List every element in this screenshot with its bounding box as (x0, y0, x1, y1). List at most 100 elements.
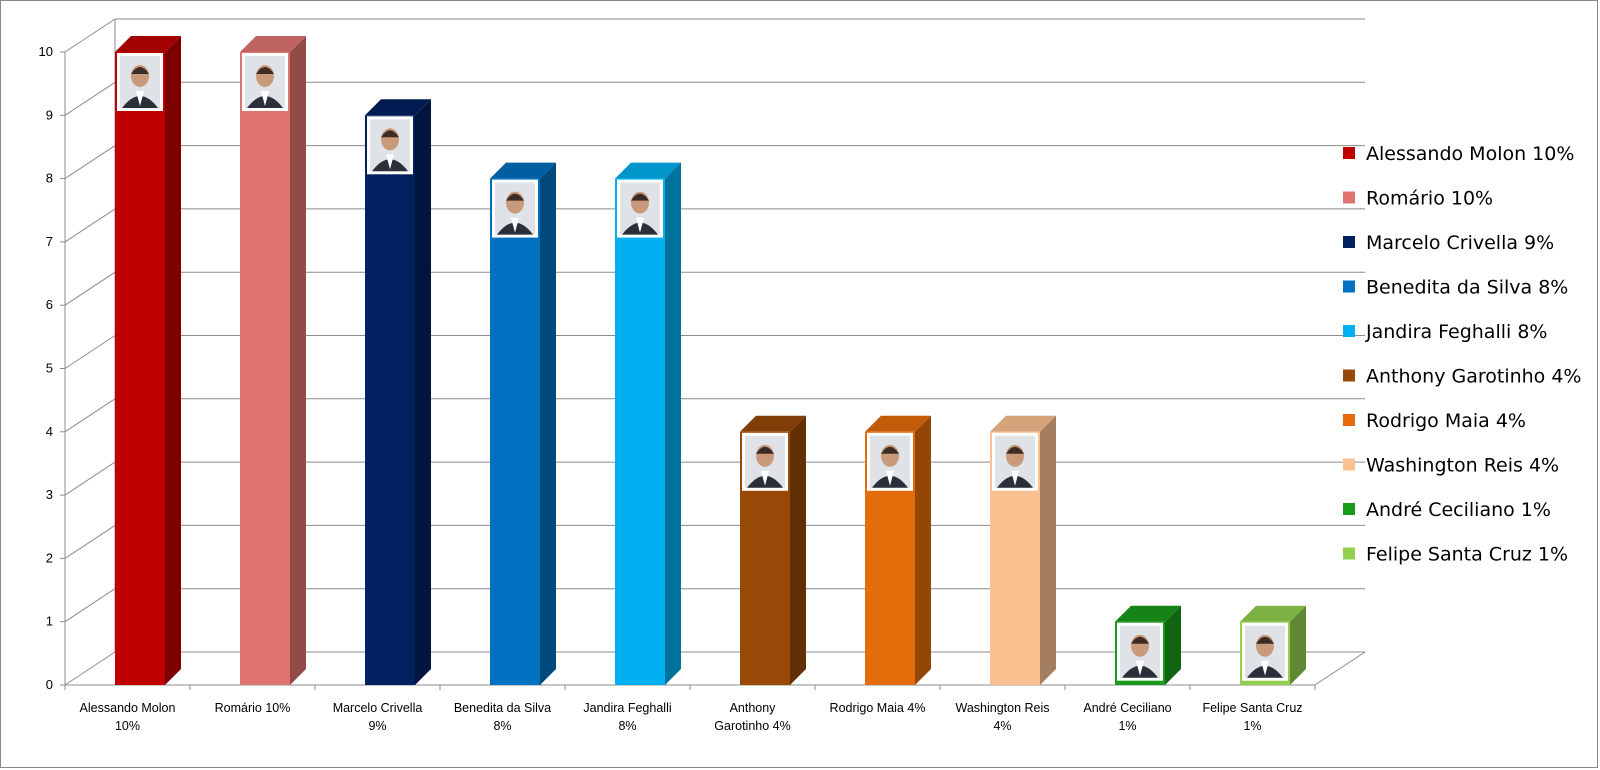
side-wall-line (64, 651, 116, 686)
legend-item: Benedita da Silva 8% (1343, 277, 1568, 299)
y-tick-label: 1 (46, 614, 53, 629)
y-tick-label: 5 (46, 361, 53, 376)
floor-edge (1314, 651, 1366, 686)
bar (990, 415, 1056, 685)
x-tick-label: Anthony Garotinho 4% (714, 701, 790, 733)
legend-swatch (1343, 369, 1355, 382)
legend-label: Rodrigo Maia 4% (1366, 410, 1526, 432)
candidate-photo (867, 432, 913, 491)
y-tick-label: 3 (46, 487, 53, 502)
x-tick-label: Washington Reis 4% (955, 701, 1049, 733)
bar (115, 36, 181, 685)
side-wall-line (64, 335, 116, 369)
bar (865, 415, 931, 685)
bar (240, 36, 306, 685)
candidate-photo (1117, 622, 1163, 681)
side-wall-line (64, 398, 116, 433)
x-tick-label: Felipe Santa Cruz 1% (1202, 701, 1302, 733)
legend-item: Jandira Feghalli 8% (1343, 321, 1547, 343)
legend-label: Jandira Feghalli 8% (1365, 321, 1547, 343)
bar-side (1290, 605, 1306, 685)
legend: Alessando Molon 10% Romário 10% Marcelo Cr… (1343, 143, 1582, 566)
bars (115, 36, 1306, 686)
legend-item: André Ceciliano 1% (1343, 499, 1551, 521)
bar-front (240, 52, 290, 685)
bar-top (865, 415, 931, 432)
bar-side (290, 36, 306, 685)
bar-front (115, 52, 165, 685)
candidate-photo (992, 432, 1038, 491)
bar-side (790, 415, 806, 685)
legend-swatch (1343, 414, 1355, 426)
legend-swatch (1343, 325, 1355, 337)
legend-swatch (1343, 147, 1355, 159)
bar-side (915, 415, 931, 685)
legend-item: Anthony Garotinho 4% (1343, 366, 1582, 388)
bar-side (665, 162, 681, 686)
side-wall-line (64, 18, 116, 53)
bar (490, 162, 556, 686)
bar-side (540, 162, 556, 686)
candidate-photo (617, 179, 663, 238)
bar-top (490, 162, 556, 179)
legend-item: Romário 10% (1343, 188, 1493, 210)
side-wall-line (64, 208, 116, 243)
bar-top (115, 36, 181, 52)
candidate-photo (742, 432, 788, 491)
legend-swatch (1343, 547, 1355, 560)
x-tick-label: Jandira Feghalli 8% (583, 701, 671, 733)
legend-item: Marcelo Crivella 9% (1343, 232, 1554, 254)
legend-label: Washington Reis 4% (1366, 455, 1559, 477)
y-axis-ticks: 0 1 2 3 4 5 6 7 8 9 10 (39, 44, 53, 692)
bar-front (615, 178, 665, 685)
legend-item: Felipe Santa Cruz 1% (1343, 544, 1568, 566)
y-tick-label: 10 (39, 44, 53, 59)
candidate-photo (367, 116, 413, 175)
y-tick-label: 9 (46, 107, 53, 122)
bar (615, 162, 681, 686)
y-tick-label: 6 (46, 297, 53, 312)
bar-front (365, 115, 415, 686)
y-tick-label: 0 (46, 677, 53, 692)
legend-label: Benedita da Silva 8% (1366, 277, 1568, 299)
bar-front (490, 178, 540, 685)
bar-top (240, 36, 306, 52)
legend-label: Felipe Santa Cruz 1% (1366, 544, 1568, 566)
x-tick-label: Marcelo Crivella 9% (333, 701, 423, 733)
bar-top (990, 415, 1056, 432)
legend-swatch (1343, 280, 1355, 293)
legend-label: Alessando Molon 10% (1366, 143, 1574, 165)
legend-label: Anthony Garotinho 4% (1366, 366, 1582, 388)
bar-side (1040, 415, 1056, 685)
legend-label: Marcelo Crivella 9% (1366, 232, 1554, 254)
x-tick-label: Alessando Molon 10% (80, 701, 176, 733)
y-tick-label: 2 (46, 550, 53, 565)
legend-swatch (1343, 236, 1355, 248)
side-wall-line (64, 145, 116, 180)
side-wall-line (64, 81, 116, 116)
legend-item: Alessando Molon 10% (1343, 143, 1574, 165)
y-tick-label: 7 (46, 234, 53, 249)
y-tick-label: 4 (46, 424, 53, 439)
bar (365, 99, 431, 686)
bar-side (415, 99, 431, 686)
candidate-photo (117, 53, 163, 111)
side-wall-line (64, 271, 116, 306)
bar-top (740, 415, 806, 432)
legend-swatch (1343, 191, 1355, 204)
bar-side (165, 36, 181, 685)
bar-top (1240, 605, 1306, 622)
bar-top (1115, 605, 1181, 622)
x-tick-label: Rodrigo Maia 4% (830, 701, 926, 715)
x-tick-label: Benedita da Silva 8% (454, 701, 551, 733)
candidate-photo (242, 53, 288, 111)
y-tick-label: 8 (46, 171, 53, 186)
bar (1240, 605, 1306, 685)
candidate-photo (1242, 622, 1288, 681)
legend-item: Rodrigo Maia 4% (1343, 410, 1526, 432)
x-tick-label: André Ceciliano 1% (1083, 701, 1171, 733)
x-axis-labels: Alessando Molon 10% Romário 10% Marcelo Cri… (80, 701, 1303, 733)
side-wall-line (64, 461, 116, 496)
